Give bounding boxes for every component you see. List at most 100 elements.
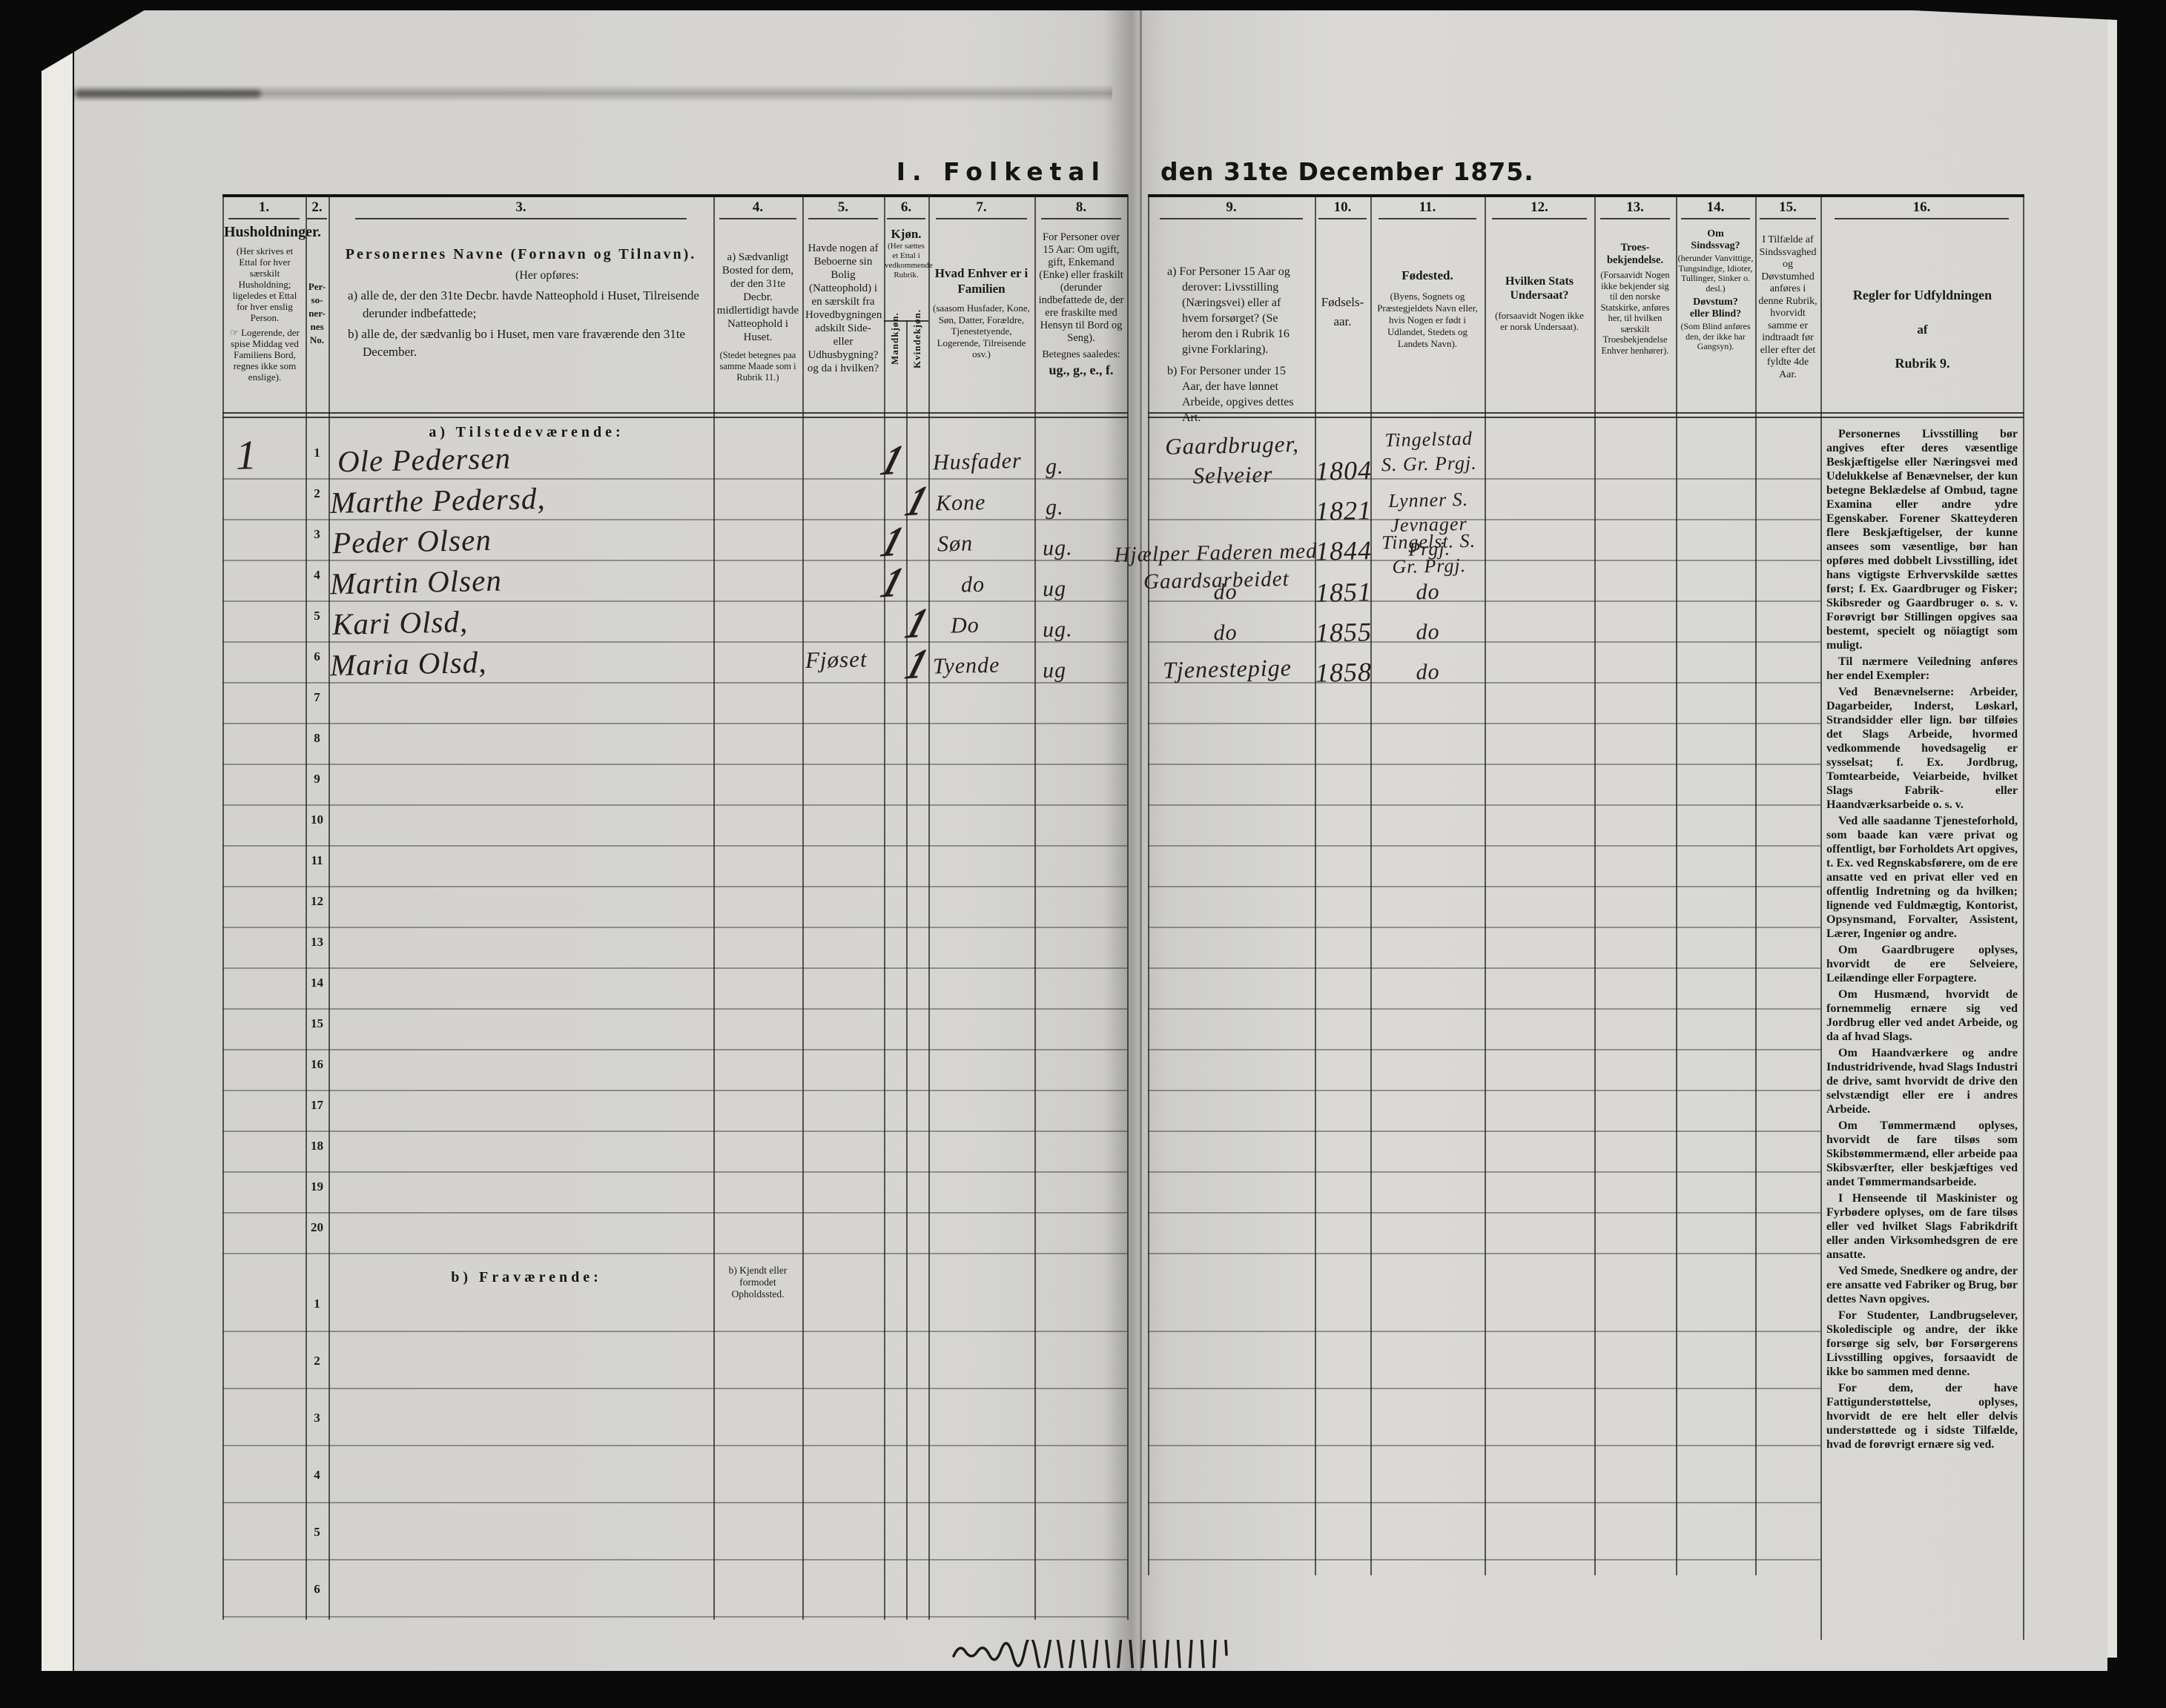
entry-name: Kari Olsd, — [331, 604, 469, 641]
column-line — [1127, 194, 1129, 1620]
entry-marital-status: g. — [1045, 454, 1064, 480]
col8-note: Betegnes saaledes: — [1042, 349, 1120, 360]
column-number: 3. — [328, 199, 713, 219]
column-line — [1594, 194, 1596, 1575]
row-line — [1148, 1502, 1820, 1503]
entry-occupation: Gaardbruger, Selveier — [1164, 431, 1300, 489]
row-line — [222, 641, 1127, 643]
row-line — [1148, 682, 1820, 683]
column-number: 11. — [1370, 199, 1485, 219]
crease-smudge — [76, 90, 261, 98]
rules-paragraph: Ved Smede, Snedkere og andre, der ere an… — [1826, 1265, 2018, 1305]
header-rule-left-2 — [222, 417, 1128, 418]
col3-item-b: b) alle de, der sædvanlig bo i Huset, me… — [348, 327, 686, 360]
col8-header: For Personer over 15 Aar: Om ugift, gift… — [1036, 222, 1126, 409]
row-number: 7 — [314, 690, 320, 704]
col12-header: Hvilken Stats Undersaat? (forsaavidt Nog… — [1486, 222, 1593, 409]
row-line — [222, 519, 1127, 520]
row-line — [1148, 519, 1820, 520]
row-line — [222, 478, 1127, 480]
col6-title: Kjøn. — [891, 227, 922, 241]
rules-paragraph: Om Gaardbrugere oplyses, hvorvidt de ere… — [1826, 944, 2018, 984]
entry-name: Marthe Pedersd, — [329, 480, 547, 520]
entry-marital-status: ug. — [1042, 617, 1073, 643]
col4-item-a: a) Sædvanligt Bosted for dem, der den 31… — [716, 251, 799, 343]
section-present-label: a) Tilstedeværende: — [429, 424, 624, 440]
column-line — [1755, 194, 1757, 1575]
row-number: 1 — [314, 1297, 320, 1311]
rules-paragraph: I Henseende til Maskinister og Fyrbødere… — [1826, 1192, 2018, 1261]
section-absent-label: b) Fraværende: — [451, 1269, 602, 1285]
row-number: 2 — [314, 486, 320, 500]
entry-birthplace: Tingelstad S. Gr. Prgj. — [1381, 427, 1478, 476]
row-number: 16 — [311, 1057, 323, 1071]
entry-birth-year: 1851 — [1315, 577, 1373, 608]
rules-paragraph: Om Husmænd, hvorvidt de fornemmelig ernæ… — [1826, 988, 2018, 1043]
col9-item-b: b) For Personer under 15 Aar, der have l… — [1167, 365, 1294, 424]
row-number: 4 — [314, 568, 320, 582]
column-line — [928, 194, 930, 1620]
entry-name: Ole Pedersen — [337, 440, 512, 479]
entry-family-role: Søn — [937, 531, 974, 557]
row-line — [222, 1253, 1127, 1254]
entry-birth-year: 1844 — [1315, 535, 1373, 566]
rules-paragraph: Ved alle saadanne Tjenesteforhold, som b… — [1826, 815, 2018, 940]
row-number: 19 — [311, 1179, 323, 1194]
column-number: 9. — [1148, 199, 1315, 219]
row-line — [222, 927, 1127, 928]
column-line — [713, 194, 715, 1620]
col11-header: Fødested. (Byens, Sognets og Præstegjeld… — [1372, 222, 1483, 409]
column-line — [2023, 194, 2024, 1640]
column-line — [1485, 194, 1486, 1575]
row-number: 17 — [311, 1098, 323, 1112]
row-number: 15 — [311, 1016, 323, 1030]
row-line — [1148, 1008, 1820, 1010]
row-line — [222, 1008, 1127, 1010]
col3-item-a: a) alle de, der den 31te Decbr. havde Na… — [348, 288, 699, 321]
absent-residence-note: b) Kjendt eller formodet Opholdssted. — [728, 1265, 788, 1300]
col14-title1: Om Sindssvag? — [1691, 228, 1740, 251]
col9-header: a) For Personer 15 Aar og derover: Livss… — [1149, 222, 1313, 424]
rules-paragraph: For Studenter, Landbrugselever, Skoledis… — [1826, 1309, 2018, 1378]
column-number: 16. — [1820, 199, 2023, 219]
entry-household-no: 1 — [235, 432, 258, 479]
col8-text: For Personer over 15 Aar: Om ugift, gift… — [1038, 231, 1124, 344]
entry-name: Martin Olsen — [329, 563, 503, 601]
column-line — [328, 194, 330, 1620]
row-number: 3 — [314, 527, 320, 541]
row-line — [222, 967, 1127, 969]
row-line — [1148, 1559, 1820, 1560]
row-number: 13 — [311, 935, 323, 949]
table-top-rule-left — [222, 194, 1128, 197]
header-rule-left-1 — [222, 412, 1128, 414]
entry-marital-status: ug — [1042, 658, 1067, 683]
row-line — [222, 1502, 1127, 1503]
col13-header: Troes- bekjendelse. (Forsaavidt Nogen ik… — [1596, 222, 1674, 409]
row-number: 1 — [314, 446, 320, 460]
table-top-rule-right — [1148, 194, 2024, 197]
rules-for-rubrik-9: Personernes Livsstilling bør angives eft… — [1826, 427, 2018, 1643]
column-line — [1148, 194, 1149, 1575]
col15-text: I Tilfælde af Sindssvaghed og Døvstumhed… — [1758, 234, 1817, 380]
row-line — [222, 1131, 1127, 1132]
col9-item-a: a) For Personer 15 Aar og derover: Livss… — [1167, 265, 1290, 356]
rules-paragraph: Om Haandværkere og andre Industridrivend… — [1826, 1047, 2018, 1116]
col15-header: I Tilfælde af Sindssvaghed og Døvstumhed… — [1757, 222, 1819, 409]
col13-title: Troes- bekjendelse. — [1606, 242, 1664, 266]
row-number: 2 — [314, 1354, 320, 1368]
row-line — [1148, 1253, 1820, 1254]
rules-paragraph: Om Tømmermænd oplyses, hvorvidt de fare … — [1826, 1119, 2018, 1188]
column-line — [1370, 194, 1372, 1575]
row-line — [1148, 1388, 1820, 1389]
row-number: 18 — [311, 1139, 323, 1153]
column-line — [802, 194, 804, 1620]
row-line — [1148, 1212, 1820, 1214]
row-line — [1148, 560, 1820, 561]
row-number: 14 — [311, 976, 323, 990]
entry-marital-status: g. — [1045, 494, 1064, 520]
row-line — [222, 1388, 1127, 1389]
row-number: 5 — [314, 1525, 320, 1539]
column-line — [1820, 194, 1822, 1640]
header-rule-right-1 — [1148, 412, 2024, 414]
